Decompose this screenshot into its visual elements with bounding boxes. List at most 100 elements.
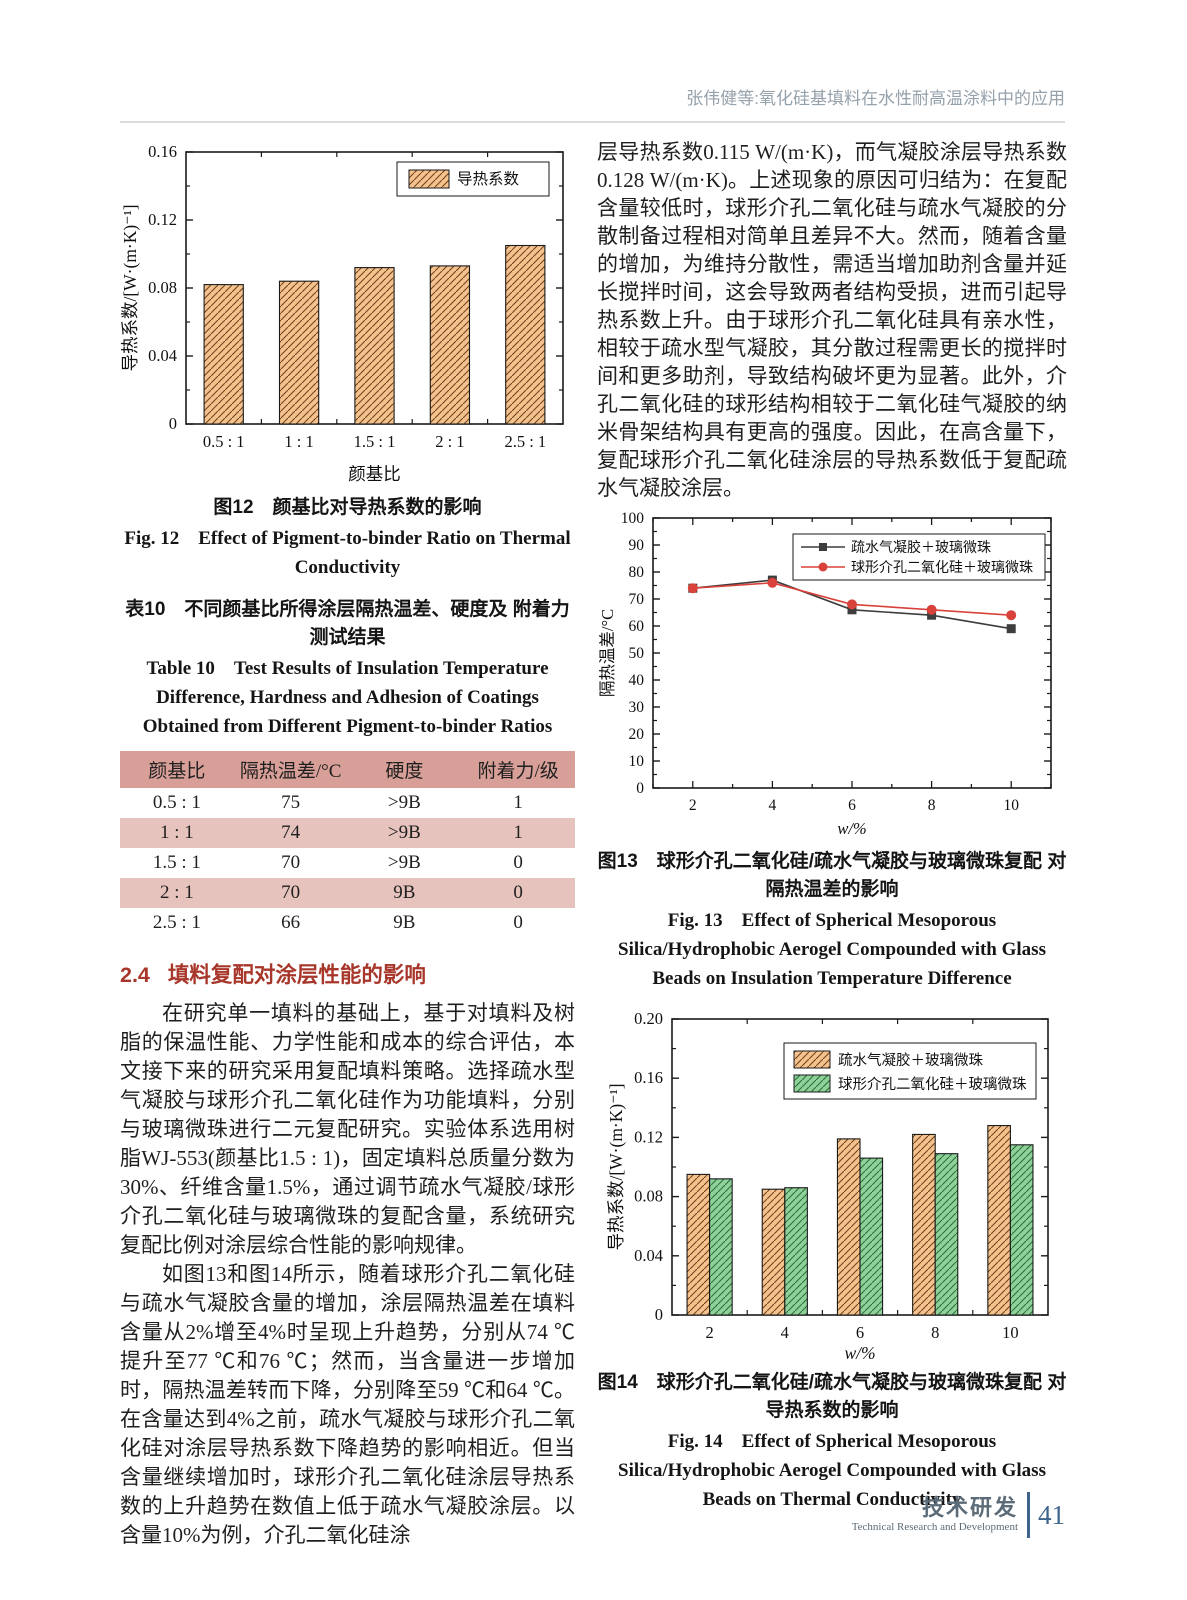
table-row: 2 : 1 70 9B 0 bbox=[120, 878, 575, 908]
svg-text:10: 10 bbox=[1003, 797, 1019, 814]
svg-text:0.20: 0.20 bbox=[634, 1009, 663, 1028]
svg-text:0.04: 0.04 bbox=[148, 346, 177, 365]
figure13-caption-en: Fig. 13 Effect of Spherical Mesoporous S… bbox=[618, 910, 1046, 989]
svg-text:0: 0 bbox=[636, 780, 644, 797]
footer-divider-bar bbox=[1027, 1492, 1030, 1538]
svg-text:1.5 : 1: 1.5 : 1 bbox=[354, 432, 396, 451]
section-number: 2.4 bbox=[120, 963, 150, 987]
svg-text:0.12: 0.12 bbox=[148, 210, 177, 229]
table-cell: 0.5 : 1 bbox=[152, 792, 201, 813]
svg-text:6: 6 bbox=[856, 1323, 864, 1342]
svg-text:80: 80 bbox=[629, 564, 645, 581]
table-cell: 9B bbox=[393, 912, 416, 933]
table-cell: >9B bbox=[387, 852, 421, 873]
svg-text:0.08: 0.08 bbox=[148, 278, 177, 297]
svg-text:20: 20 bbox=[629, 726, 645, 743]
table-header-cell: 附着力/级 bbox=[461, 751, 575, 788]
table-body: 0.5 : 1 75 >9B 1 1 : 1 74 >9B 1 1.5 : 1 70 >9B 0 2 :… bbox=[120, 788, 575, 938]
table-header-row: 颜基比 隔热温差/°C 硬度 附着力/级 bbox=[120, 751, 575, 788]
table-cell: >9B bbox=[387, 822, 421, 843]
figure14-caption-cn: 图14 球形介孔二氧化硅/疏水气凝胶与玻璃微珠复配 对导热系数的影响 bbox=[597, 1372, 1067, 1421]
table-row: 1 : 1 74 >9B 1 bbox=[120, 818, 575, 848]
paragraph-section24-1: 在研究单一填料的基础上，基于对填料及树脂的保温性能、力学性能和成本的综合评估，本… bbox=[120, 1001, 575, 1257]
svg-text:90: 90 bbox=[629, 537, 645, 554]
svg-text:导热系数: 导热系数 bbox=[457, 170, 520, 188]
left-column: 0 0.04 0.08 0.12 0.16 导热系数/[W·(m·K)⁻¹] 颜基比 0.5 … bbox=[120, 138, 575, 1550]
figure12-caption-en: Fig. 12 Effect of Pigment-to-binder Rati… bbox=[124, 528, 571, 578]
page-number: 41 bbox=[1038, 1499, 1065, 1530]
figure12-bar-chart: 0 0.04 0.08 0.12 0.16 导热系数/[W·(m·K)⁻¹] 颜基比 0.5 … bbox=[120, 142, 564, 484]
section-2-4-heading: 2.4 填料复配对涂层性能的影响 bbox=[120, 958, 575, 989]
table-cell: 1 : 1 bbox=[159, 822, 194, 843]
table-row: 1.5 : 1 70 >9B 0 bbox=[120, 848, 575, 878]
header-divider bbox=[120, 121, 1065, 123]
table-cell: 0 bbox=[513, 912, 523, 933]
table-row: 2.5 : 1 66 9B 0 bbox=[120, 908, 575, 938]
svg-text:w/%: w/% bbox=[844, 1343, 875, 1363]
footer-section-labels: 技术研发 Technical Research and Development bbox=[852, 1496, 1018, 1534]
svg-text:30: 30 bbox=[629, 699, 645, 716]
svg-text:0.5 : 1: 0.5 : 1 bbox=[203, 432, 245, 451]
table10-title-en: Table 10 Test Results of Insulation Temp… bbox=[142, 658, 553, 737]
svg-text:1 : 1: 1 : 1 bbox=[284, 432, 313, 451]
table-cell: 1 bbox=[513, 822, 523, 843]
svg-text:70: 70 bbox=[629, 591, 645, 608]
svg-text:10: 10 bbox=[629, 753, 645, 770]
table-cell: 0 bbox=[513, 882, 523, 903]
svg-text:0: 0 bbox=[169, 414, 177, 433]
table-row: 0.5 : 1 75 >9B 1 bbox=[120, 788, 575, 818]
figure13-caption-cn: 图13 球形介孔二氧化硅/疏水气凝胶与玻璃微珠复配 对隔热温差的影响 bbox=[597, 851, 1067, 900]
svg-text:导热系数/[W·(m·K)⁻¹]: 导热系数/[W·(m·K)⁻¹] bbox=[120, 204, 140, 371]
svg-text:0.08: 0.08 bbox=[634, 1187, 663, 1206]
svg-text:颜基比: 颜基比 bbox=[348, 464, 401, 484]
figure13-line-chart: 0 10 20 30 40 50 60 70 80 90 100 隔热温差/°C w/% 2 4 6 8 10 疏水… bbox=[598, 510, 1052, 838]
svg-text:0.12: 0.12 bbox=[634, 1127, 663, 1146]
figure12-caption-cn: 图12 颜基比对导热系数的影响 bbox=[213, 497, 482, 518]
svg-text:隔热温差/°C: 隔热温差/°C bbox=[598, 609, 617, 697]
running-title: 张伟健等:氧化硅基填料在水性耐高温涂料中的应用 bbox=[686, 89, 1065, 108]
svg-text:0.04: 0.04 bbox=[634, 1246, 663, 1265]
table-cell: >9B bbox=[387, 792, 421, 813]
svg-text:2: 2 bbox=[705, 1323, 713, 1342]
table-cell: 75 bbox=[281, 792, 301, 813]
table-cell: 70 bbox=[281, 882, 301, 903]
svg-text:10: 10 bbox=[1002, 1323, 1019, 1342]
svg-text:2: 2 bbox=[689, 797, 697, 814]
footer-section-en: Technical Research and Development bbox=[851, 1521, 1018, 1533]
paragraph-section24-2: 如图13和图14所示，随着球形介孔二氧化硅与疏水气凝胶含量的增加，涂层隔热温差在… bbox=[120, 1262, 575, 1547]
table-cell: 74 bbox=[281, 822, 301, 843]
svg-text:2 : 1: 2 : 1 bbox=[435, 432, 464, 451]
page-footer: 技术研发 Technical Research and Development … bbox=[852, 1492, 1065, 1538]
svg-text:0.16: 0.16 bbox=[634, 1068, 663, 1087]
table-cell: 1 bbox=[513, 792, 523, 813]
table-cell: 0 bbox=[513, 852, 523, 873]
right-column: 层导热系数0.115 W/(m·K)，而气凝胶涂层导热系数0.128 W/(m·… bbox=[597, 138, 1067, 1550]
page-columns: 0 0.04 0.08 0.12 0.16 导热系数/[W·(m·K)⁻¹] 颜基比 0.5 … bbox=[120, 138, 1067, 1550]
section-title: 填料复配对涂层性能的影响 bbox=[167, 963, 426, 987]
figure14-caption-en: Fig. 14 Effect of Spherical Mesoporous S… bbox=[618, 1431, 1046, 1510]
svg-text:球形介孔二氧化硅＋玻璃微珠: 球形介孔二氧化硅＋玻璃微珠 bbox=[838, 1076, 1027, 1093]
table-cell: 2 : 1 bbox=[159, 882, 194, 903]
table-cell: 2.5 : 1 bbox=[152, 912, 201, 933]
table-header-cell: 颜基比 bbox=[120, 751, 234, 788]
table-header-cell: 隔热温差/°C bbox=[233, 751, 348, 788]
svg-text:2.5 : 1: 2.5 : 1 bbox=[504, 432, 546, 451]
table-cell: 1.5 : 1 bbox=[152, 852, 201, 873]
svg-text:疏水气凝胶＋玻璃微珠: 疏水气凝胶＋玻璃微珠 bbox=[838, 1052, 983, 1069]
table-header-cell: 硬度 bbox=[347, 751, 462, 788]
svg-text:8: 8 bbox=[928, 797, 936, 814]
svg-text:4: 4 bbox=[769, 797, 777, 814]
svg-text:0.16: 0.16 bbox=[148, 142, 177, 161]
footer-section-cn: 技术研发 bbox=[921, 1495, 1018, 1520]
table10-title-cn: 表10 不同颜基比所得涂层隔热温差、硬度及 附着力测试结果 bbox=[125, 599, 570, 648]
svg-text:导热系数/[W·(m·K)⁻¹]: 导热系数/[W·(m·K)⁻¹] bbox=[606, 1083, 626, 1250]
svg-text:4: 4 bbox=[781, 1323, 789, 1342]
svg-text:60: 60 bbox=[629, 618, 645, 635]
svg-text:100: 100 bbox=[621, 510, 645, 527]
svg-text:8: 8 bbox=[931, 1323, 939, 1342]
svg-text:疏水气凝胶＋玻璃微珠: 疏水气凝胶＋玻璃微珠 bbox=[851, 539, 991, 556]
svg-text:球形介孔二氧化硅＋玻璃微珠: 球形介孔二氧化硅＋玻璃微珠 bbox=[851, 559, 1033, 576]
table-cell: 66 bbox=[281, 912, 301, 933]
table-cell: 70 bbox=[281, 852, 301, 873]
svg-text:6: 6 bbox=[848, 797, 856, 814]
